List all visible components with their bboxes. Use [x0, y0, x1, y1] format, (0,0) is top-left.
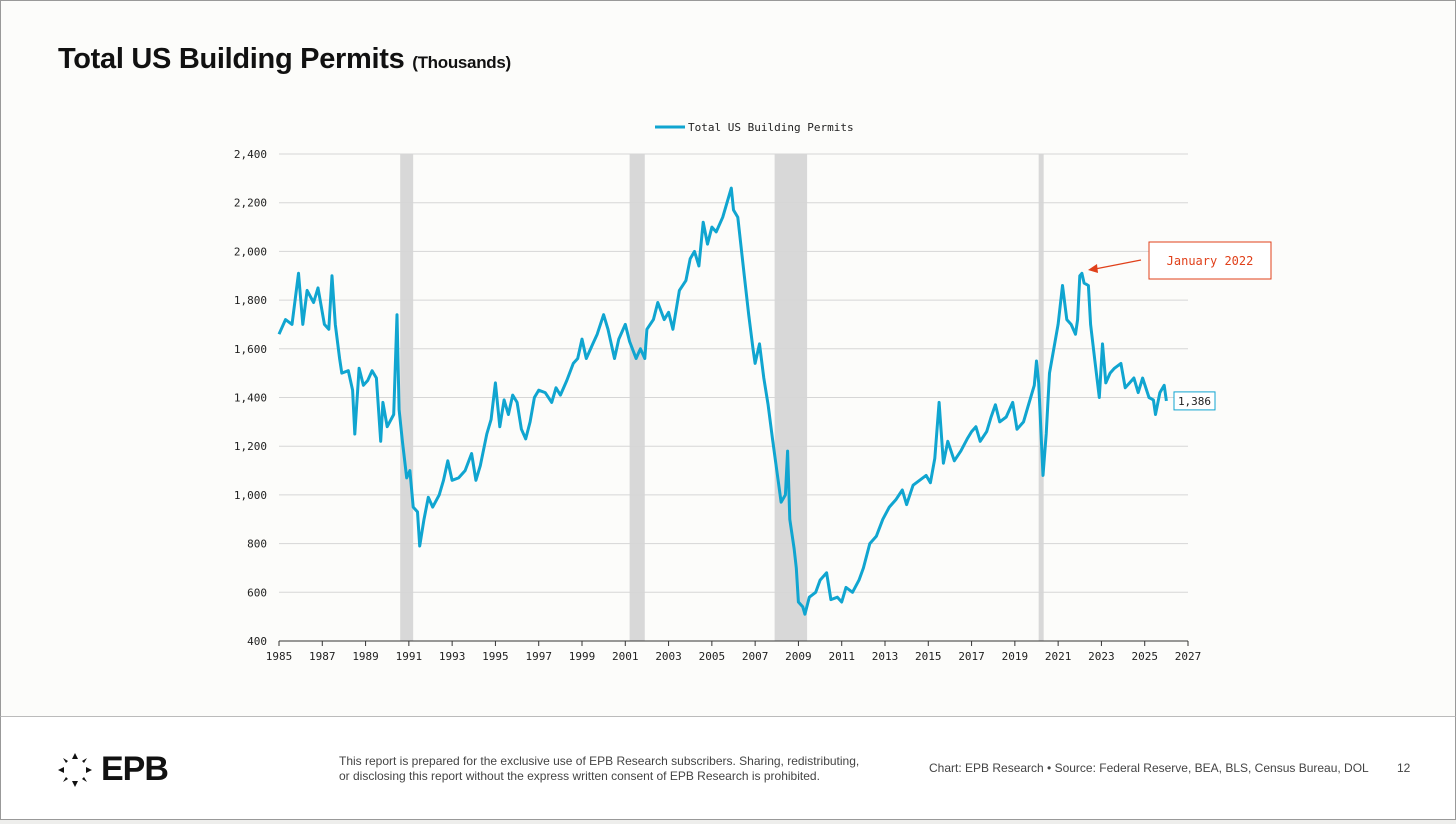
epb-logo: EPB	[57, 750, 169, 789]
disclaimer-line: This report is prepared for the exclusiv…	[339, 754, 860, 768]
x-tick-label: 1991	[396, 650, 423, 663]
y-tick-label: 1,200	[234, 440, 267, 453]
disclaimer-line: or disclosing this report without the ex…	[339, 769, 820, 783]
annotation-arrowhead	[1088, 264, 1098, 273]
x-tick-label: 1989	[352, 650, 379, 663]
x-tick-label: 2011	[828, 650, 855, 663]
x-tick-label: 2001	[612, 650, 639, 663]
x-tick-label: 2023	[1088, 650, 1115, 663]
x-tick-label: 2003	[655, 650, 682, 663]
x-tick-label: 2021	[1045, 650, 1072, 663]
x-tick-label: 2027	[1175, 650, 1202, 663]
y-tick-label: 2,200	[234, 197, 267, 210]
x-tick-label: 2019	[1002, 650, 1029, 663]
x-tick-label: 2005	[699, 650, 726, 663]
y-tick-label: 1,000	[234, 489, 267, 502]
y-tick-label: 2,000	[234, 245, 267, 258]
last-value-label: 1,386	[1178, 395, 1211, 408]
y-tick-label: 1,400	[234, 392, 267, 405]
title-units: (Thousands)	[412, 53, 511, 72]
y-tick-label: 600	[247, 586, 267, 599]
x-tick-label: 2017	[958, 650, 985, 663]
y-tick-label: 2,400	[234, 148, 267, 161]
series-line	[277, 186, 1168, 616]
y-tick-label: 1,800	[234, 294, 267, 307]
x-tick-label: 1987	[309, 650, 336, 663]
chart: 400 600 800 1,000 1,200 1,400 1,600 1,800 2,000 2…	[234, 121, 1272, 663]
page-number: 12	[1397, 761, 1411, 775]
footer: EPB This report is prepared for the excl…	[0, 716, 1456, 820]
x-tick-label: 1997	[525, 650, 552, 663]
y-tick-label: 800	[247, 538, 267, 551]
x-tick-label: 2013	[872, 650, 899, 663]
x-tick-label: 1985	[266, 650, 293, 663]
logo-mark-icon	[58, 752, 92, 787]
logo-text: EPB	[101, 750, 169, 788]
annotation-text: January 2022	[1167, 254, 1254, 268]
x-tick-label: 1993	[439, 650, 466, 663]
page-title: Total US Building Permits (Thousands)	[58, 43, 511, 76]
last-value-box	[1173, 391, 1216, 411]
x-tick-label: 2007	[742, 650, 769, 663]
y-tick-label: 1,600	[234, 343, 267, 356]
x-tick-label: 1999	[569, 650, 596, 663]
source-note: Chart: EPB Research • Source: Federal Re…	[929, 761, 1369, 775]
y-tick-label: 400	[247, 635, 267, 648]
annotation-arrow	[1094, 259, 1142, 270]
x-tick-label: 2009	[785, 650, 812, 663]
annotation-box	[1148, 241, 1272, 280]
x-tick-label: 1995	[482, 650, 509, 663]
report-page: Total US Building Permits (Thousands) 40…	[0, 0, 1456, 718]
x-tick-label: 2025	[1131, 650, 1158, 663]
title-text: Total US Building Permits	[58, 43, 405, 75]
legend-label: Total US Building Permits	[688, 121, 854, 134]
disclaimer: This report is prepared for the exclusiv…	[339, 754, 879, 784]
x-tick-label: 2015	[915, 650, 942, 663]
